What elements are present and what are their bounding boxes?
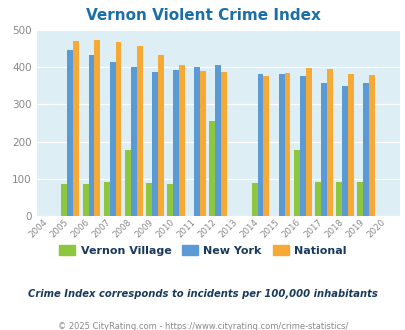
Bar bbox=[221, 72, 226, 216]
Bar bbox=[167, 184, 173, 216]
Bar bbox=[151, 72, 158, 216]
Bar bbox=[209, 121, 215, 216]
Bar bbox=[61, 184, 67, 216]
Bar bbox=[335, 182, 341, 216]
Text: © 2025 CityRating.com - https://www.cityrating.com/crime-statistics/: © 2025 CityRating.com - https://www.city… bbox=[58, 322, 347, 330]
Bar bbox=[158, 55, 163, 216]
Bar bbox=[368, 75, 374, 216]
Bar bbox=[103, 182, 109, 216]
Bar bbox=[94, 40, 100, 216]
Bar bbox=[362, 83, 368, 216]
Bar bbox=[314, 182, 320, 216]
Bar bbox=[194, 67, 200, 216]
Bar bbox=[146, 182, 151, 216]
Bar bbox=[173, 70, 179, 216]
Bar bbox=[326, 69, 332, 216]
Bar bbox=[278, 75, 284, 216]
Bar bbox=[284, 73, 290, 216]
Bar bbox=[200, 71, 205, 216]
Bar bbox=[115, 42, 121, 216]
Bar bbox=[320, 83, 326, 216]
Text: Vernon Violent Crime Index: Vernon Violent Crime Index bbox=[85, 8, 320, 23]
Bar bbox=[347, 74, 353, 216]
Bar bbox=[356, 182, 362, 216]
Bar bbox=[179, 65, 184, 216]
Bar bbox=[73, 41, 79, 216]
Bar bbox=[125, 150, 130, 216]
Bar bbox=[136, 47, 142, 216]
Bar bbox=[67, 50, 73, 216]
Bar bbox=[293, 150, 299, 216]
Bar bbox=[88, 55, 94, 216]
Bar bbox=[257, 74, 263, 216]
Bar bbox=[82, 184, 88, 216]
Legend: Vernon Village, New York, National: Vernon Village, New York, National bbox=[55, 241, 350, 260]
Bar bbox=[215, 65, 221, 216]
Bar bbox=[109, 62, 115, 216]
Bar bbox=[251, 182, 257, 216]
Bar bbox=[305, 68, 311, 216]
Bar bbox=[299, 76, 305, 216]
Text: Crime Index corresponds to incidents per 100,000 inhabitants: Crime Index corresponds to incidents per… bbox=[28, 289, 377, 299]
Bar bbox=[341, 86, 347, 216]
Bar bbox=[130, 67, 136, 216]
Bar bbox=[263, 76, 269, 216]
